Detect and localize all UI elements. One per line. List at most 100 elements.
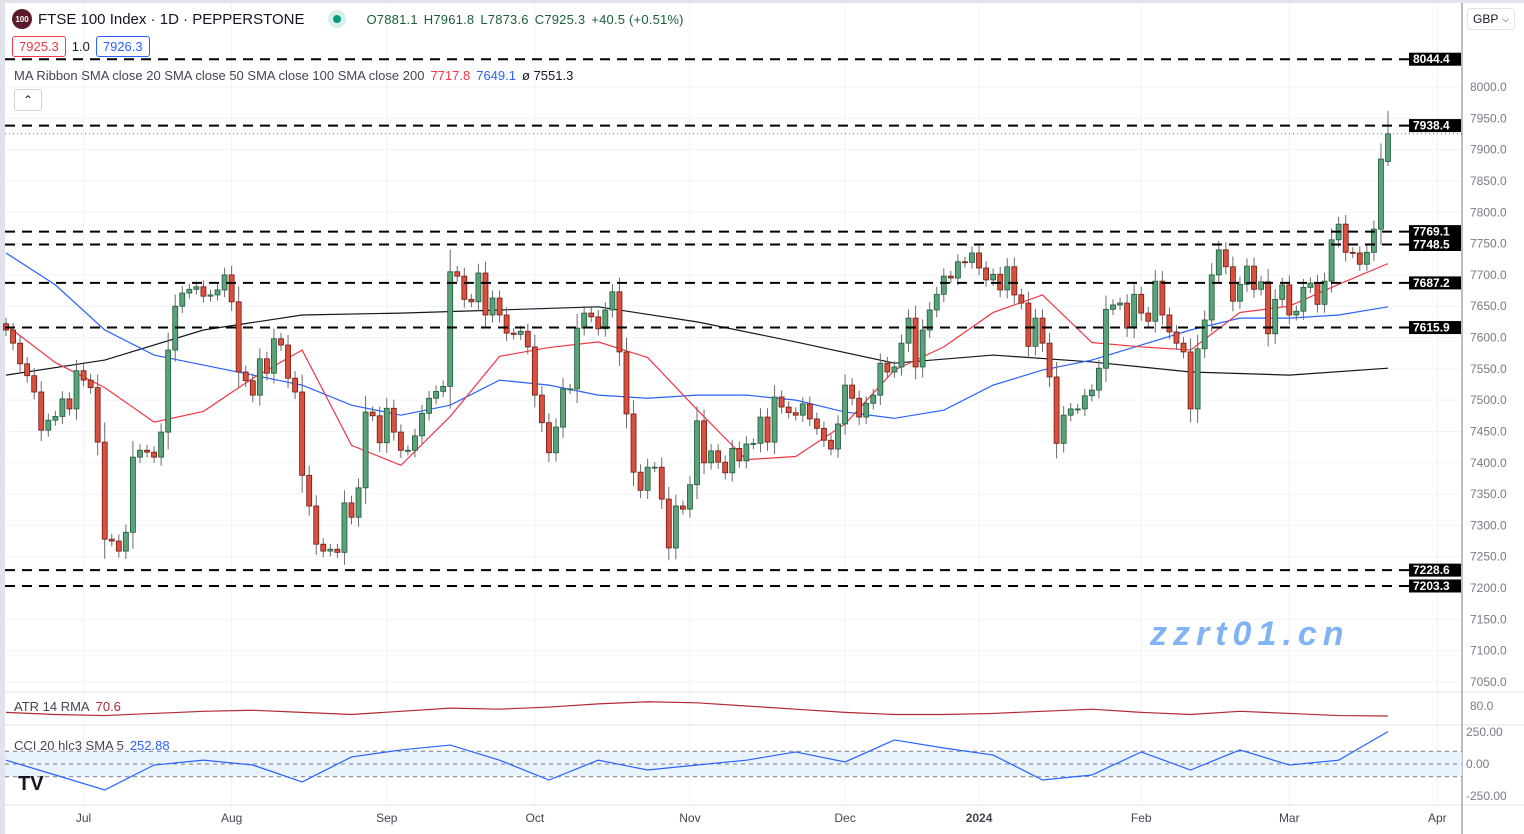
candle <box>1053 362 1060 459</box>
candle-body <box>299 391 306 476</box>
candle-body <box>729 447 736 474</box>
candle-body <box>750 442 757 445</box>
candle-body <box>31 375 38 393</box>
candle <box>256 348 263 406</box>
candle-body <box>954 261 961 279</box>
candle <box>1166 307 1173 340</box>
candle <box>764 408 771 451</box>
y-tick-label: 7900.0 <box>1470 143 1507 157</box>
y-tick-label: 7650.0 <box>1470 299 1507 313</box>
candle-body <box>870 394 877 404</box>
candle <box>962 256 968 268</box>
candle <box>355 478 362 527</box>
ohlc-close: C7925.3 <box>534 11 586 27</box>
candle <box>137 444 143 464</box>
x-tick-label: Sep <box>376 811 398 825</box>
candle <box>531 334 538 408</box>
atr-value: 70.6 <box>95 699 121 714</box>
candle-body <box>1321 280 1328 305</box>
candle-body <box>24 363 31 377</box>
symbol-title[interactable]: FTSE 100 Index · 1D · PEPPERSTONE <box>38 10 305 28</box>
ohlc-low: L7873.6 <box>480 11 529 27</box>
candle <box>595 310 602 336</box>
candle <box>1229 256 1236 312</box>
candle-body <box>249 380 256 396</box>
candle-body <box>1244 265 1250 285</box>
candle <box>419 404 425 445</box>
candle-body <box>679 505 686 510</box>
x-tick-label: Dec <box>834 811 855 825</box>
currency-dropdown[interactable]: GBP ⌵ <box>1467 8 1515 30</box>
collapse-legend-button[interactable]: ⌃ <box>14 89 42 111</box>
candle-body <box>560 388 566 428</box>
buy-price-button[interactable]: 7926.3 <box>95 36 150 57</box>
candle-body <box>130 456 136 533</box>
candle <box>376 406 383 452</box>
candle-body <box>616 291 623 353</box>
atr-line <box>5 701 1389 717</box>
candle <box>1237 276 1243 309</box>
candle <box>1159 271 1166 326</box>
candle-body <box>454 271 461 277</box>
atr-legend[interactable]: ATR 14 RMA 70.6 <box>14 699 121 714</box>
spread-value: 1.0 <box>71 39 90 54</box>
candle-body <box>637 471 644 491</box>
candle <box>771 385 778 454</box>
candle <box>306 465 313 516</box>
candle <box>1385 110 1391 167</box>
candle <box>468 293 475 308</box>
candle-body <box>1293 310 1300 316</box>
candle <box>1039 309 1046 352</box>
candle-body <box>66 398 73 410</box>
level-price-label: 8044.4 <box>1413 52 1450 66</box>
candle-body <box>694 420 700 486</box>
tradingview-logo-icon[interactable]: TV <box>18 773 44 795</box>
currency-label: GBP <box>1473 12 1499 26</box>
candle-body <box>165 349 172 433</box>
candle-body <box>327 548 334 552</box>
candle <box>1293 305 1300 321</box>
candle-body <box>1103 308 1109 369</box>
candle-body <box>651 466 658 469</box>
candle <box>1356 246 1363 271</box>
candle-body <box>567 388 573 391</box>
sell-price-button[interactable]: 7925.3 <box>12 36 66 57</box>
ma-ribbon-legend[interactable]: MA Ribbon SMA close 20 SMA close 50 SMA … <box>14 68 573 83</box>
candle <box>1152 270 1159 333</box>
cci-legend[interactable]: CCI 20 hlc3 SMA 5 252.88 <box>14 738 170 753</box>
y-tick-label: 7950.0 <box>1470 111 1507 125</box>
candle <box>45 413 52 437</box>
y-tick-label: 7550.0 <box>1470 362 1507 376</box>
candle <box>179 286 186 314</box>
candle-body <box>595 316 602 330</box>
atr-label: ATR 14 RMA <box>14 699 90 714</box>
candle-body <box>835 423 841 450</box>
candle-body <box>52 416 59 421</box>
candle <box>489 290 496 323</box>
candle-body <box>1074 408 1081 411</box>
symbol-legend[interactable]: 100 FTSE 100 Index · 1D · PEPPERSTONE O7… <box>12 9 684 29</box>
cci-tick-label: 250.00 <box>1466 725 1503 739</box>
candle-body <box>658 466 665 500</box>
candle-body <box>990 273 997 281</box>
candle-body <box>1222 249 1229 268</box>
candle-body <box>214 289 221 296</box>
candle-body <box>207 294 214 297</box>
candle-body <box>17 342 24 365</box>
x-tick-label: Feb <box>1131 811 1152 825</box>
candle <box>567 383 573 394</box>
cci-tick-label: -250.00 <box>1466 789 1507 803</box>
y-tick-label: 8000.0 <box>1470 80 1507 94</box>
candle-body <box>983 267 989 281</box>
level-price-tag <box>1409 52 1461 66</box>
candle <box>651 462 658 473</box>
candle-body <box>510 332 517 335</box>
x-tick-label: Oct <box>525 811 544 825</box>
candle <box>510 327 517 340</box>
candle-body <box>1215 249 1222 276</box>
candle <box>1215 241 1222 284</box>
candle-body <box>785 406 792 414</box>
candle-body <box>1110 304 1116 310</box>
candle <box>863 396 870 425</box>
